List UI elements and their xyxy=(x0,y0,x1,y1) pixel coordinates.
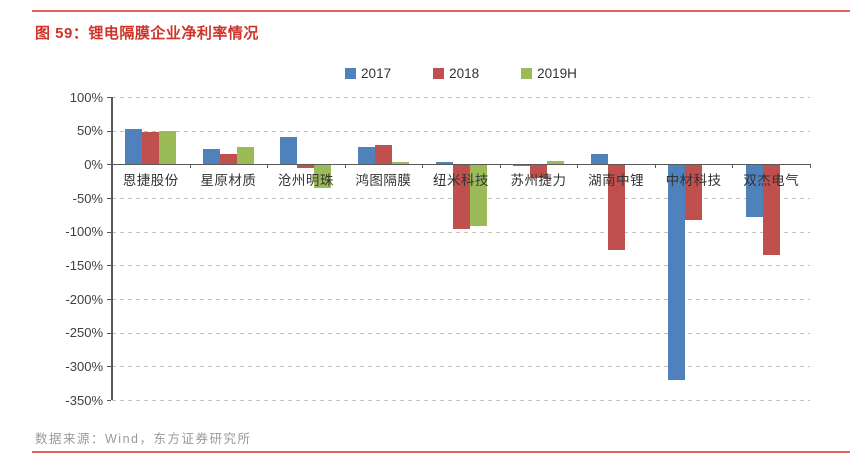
chart-legend: 2017 2018 2019H xyxy=(112,66,810,81)
x-axis-tick xyxy=(422,164,424,169)
y-axis-tick-label: -300% xyxy=(65,358,103,374)
y-axis-tick-label: 0% xyxy=(84,156,103,172)
category-label: 湖南中锂 xyxy=(588,173,645,189)
gridline xyxy=(112,231,810,233)
bar-2019H xyxy=(547,160,565,165)
bar-2019H xyxy=(469,164,487,227)
data-source-note: 数据来源：Wind，东方证券研究所 xyxy=(35,432,252,446)
y-axis-tick xyxy=(107,366,111,368)
x-axis-tick xyxy=(654,164,656,169)
y-axis-tick xyxy=(107,400,111,401)
bar-2019H xyxy=(159,130,177,165)
bar-2017 xyxy=(280,136,298,165)
category-label: 恩捷股份 xyxy=(122,173,179,189)
figure-title: 图 59：锂电隔膜企业净利率情况 xyxy=(35,25,259,42)
y-axis-tick-label: -150% xyxy=(65,257,103,273)
bar-2018 xyxy=(530,164,548,178)
x-axis-tick xyxy=(577,164,579,169)
bar-2017 xyxy=(125,129,143,165)
y-axis-tick xyxy=(107,299,111,300)
legend-label: 2017 xyxy=(361,66,392,81)
y-axis-tick xyxy=(107,231,111,233)
x-axis-tick xyxy=(810,164,811,169)
bar-2017 xyxy=(435,161,453,165)
bar-2019H xyxy=(314,164,332,188)
category-label: 鸿图隔膜 xyxy=(355,173,412,189)
y-axis-tick-label: -50% xyxy=(72,190,103,206)
bar-2018 xyxy=(607,164,625,250)
bar-2018 xyxy=(142,132,160,165)
bar-2018 xyxy=(762,164,780,256)
bar-2019H xyxy=(391,161,409,165)
category-label: 苏州捷力 xyxy=(510,173,567,189)
legend-item-2019H: 2019H xyxy=(521,66,577,81)
bar-2018 xyxy=(685,164,703,220)
x-axis-tick xyxy=(189,164,191,169)
y-axis-tick xyxy=(107,332,111,334)
legend-item-2018: 2018 xyxy=(433,66,479,81)
category-label: 纽米科技 xyxy=(433,173,489,189)
legend-swatch-icon xyxy=(433,68,445,79)
bar-2017 xyxy=(357,146,375,165)
y-axis-tick xyxy=(107,97,111,98)
y-axis-tick xyxy=(107,265,111,267)
gridline xyxy=(112,332,810,334)
category-label: 双杰电气 xyxy=(743,173,800,189)
gridline xyxy=(112,299,810,300)
bar-2017 xyxy=(202,148,220,165)
legend-label: 2019H xyxy=(537,66,577,81)
gridline xyxy=(112,366,810,368)
y-axis-tick xyxy=(107,198,111,199)
gridline xyxy=(112,130,810,132)
bar-2017 xyxy=(590,154,608,165)
y-axis-tick-label: 50% xyxy=(76,123,103,139)
bottom-rule xyxy=(32,451,850,453)
legend-label: 2018 xyxy=(449,66,480,81)
y-axis-tick-label: -100% xyxy=(65,224,103,240)
x-axis-tick xyxy=(112,164,113,169)
bar-2019H xyxy=(236,146,254,165)
category-label: 星原材质 xyxy=(200,173,257,189)
category-label: 沧州明珠 xyxy=(277,173,334,189)
x-axis-tick xyxy=(267,164,269,169)
y-axis-line xyxy=(111,97,113,400)
legend-item-2017: 2017 xyxy=(345,66,391,81)
top-rule xyxy=(32,10,850,12)
legend-swatch-icon xyxy=(521,68,533,79)
y-axis-tick-label: -250% xyxy=(65,325,103,341)
y-axis-tick-label: -350% xyxy=(65,392,103,408)
bar-2018 xyxy=(297,164,315,169)
y-axis-tick xyxy=(107,130,111,132)
bar-2018 xyxy=(374,145,392,165)
y-axis-tick-label: -200% xyxy=(65,291,103,307)
x-axis-tick xyxy=(732,164,734,169)
x-axis-tick xyxy=(499,164,501,169)
bar-2018 xyxy=(452,164,470,229)
y-axis-tick xyxy=(107,164,111,166)
y-axis-tick-label: 100% xyxy=(69,89,103,105)
x-axis-zero-line xyxy=(112,163,810,166)
legend-swatch-icon xyxy=(345,68,357,79)
bar-2017 xyxy=(745,164,763,217)
gridline xyxy=(112,400,810,401)
gridline xyxy=(112,97,810,98)
gridline xyxy=(112,265,810,267)
x-axis-tick xyxy=(344,164,346,169)
bar-2018 xyxy=(219,153,237,165)
category-label: 中材科技 xyxy=(665,173,722,189)
bar-2017 xyxy=(668,164,686,380)
